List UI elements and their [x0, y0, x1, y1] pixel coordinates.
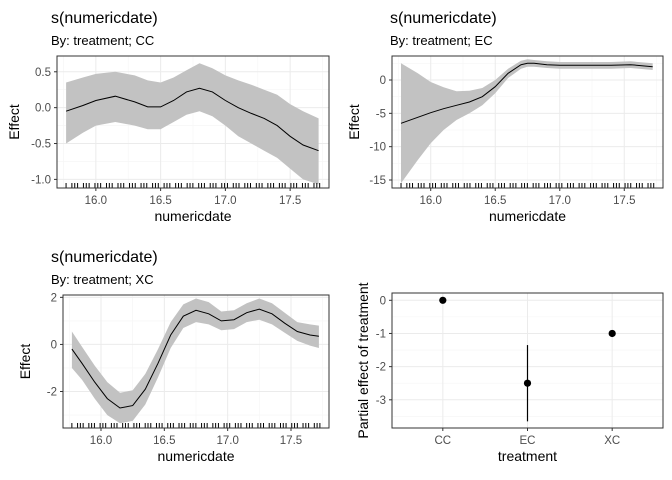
panel-3-x-tick-label: 17.0	[216, 435, 238, 447]
panel-2-y-tick-label: -15	[369, 175, 386, 187]
panel-3-y-tick-label: -2	[47, 387, 57, 399]
panel-4-y-tick-label: 0	[380, 295, 386, 307]
panel-1-y-tick-label: -0.5	[31, 139, 51, 151]
panel-2-y-tick-label: -10	[369, 142, 386, 154]
panel-1-x-tick-label: 16.5	[149, 195, 171, 207]
panel-1-confidence-band	[66, 63, 319, 185]
panel-3-confidence-band	[71, 298, 319, 424]
panel-2-x-tick-label: 17.0	[549, 195, 571, 207]
panel-4-point	[608, 329, 616, 338]
panel-2-x-tick-label: 17.5	[613, 195, 635, 207]
panel-4-y-axis-title: Partial effect of treatment	[355, 282, 371, 438]
panel-1-x-tick-label: 17.0	[214, 195, 236, 207]
panel-4-y-tick-label: -3	[376, 395, 386, 407]
panel-2-x-tick-label: 16.0	[420, 195, 442, 207]
panel-4-x-tick-label: XC	[604, 435, 620, 447]
panel-3-x-tick-label: 17.5	[280, 435, 302, 447]
panel-2-subtitle: By: treatment; EC	[390, 33, 493, 48]
panel-4-y-tick-label: -2	[376, 362, 386, 374]
panel-2-title: s(numericdate)	[390, 10, 497, 27]
panel-1-y-tick-label: 0.0	[35, 103, 51, 115]
panel-1-y-tick-label: 0.5	[35, 67, 51, 79]
panel-2-border	[391, 55, 664, 189]
panel-2-y-tick-label: 0	[380, 75, 386, 87]
panel-4-point	[439, 296, 447, 304]
panel-2-smooth-line	[400, 62, 653, 124]
panel-1-title: s(numericdate)	[51, 10, 158, 27]
panel-1-smooth-line	[65, 87, 319, 152]
panel-3-smooth-line	[71, 308, 319, 409]
panel-4-point	[523, 379, 532, 387]
panel-1-x-tick-label: 16.0	[85, 195, 107, 207]
panel-3-x-tick-label: 16.5	[153, 435, 175, 447]
panel-3-y-tick-label: 0	[51, 339, 57, 351]
panel-1-subtitle: By: treatment; CC	[51, 33, 154, 48]
panel-3-subtitle: By: treatment; XC	[51, 272, 154, 287]
panel-3-border	[62, 294, 330, 429]
panel-1-y-axis-title: Effect	[6, 104, 22, 140]
panel-4-x-axis-title: treatment	[498, 448, 557, 464]
panel-2-x-tick-label: 16.5	[484, 195, 506, 207]
panel-4-x-tick-label: CC	[435, 435, 452, 447]
panel-1-border	[56, 55, 330, 189]
panel-3-y-tick-label: 2	[51, 292, 57, 304]
panel-3-x-tick-label: 16.0	[90, 435, 112, 447]
panel-3-title: s(numericdate)	[51, 249, 158, 266]
panel-2-y-axis-title: Effect	[346, 104, 362, 140]
panel-1-x-tick-label: 17.5	[279, 195, 301, 207]
panel-2-x-axis-title: numericdate	[489, 208, 566, 224]
panel-1-y-tick-label: -1.0	[31, 174, 51, 186]
panel-1-x-axis-title: numericdate	[154, 208, 231, 224]
panel-2-confidence-band	[401, 59, 653, 184]
panel-3-x-axis-title: numericdate	[157, 448, 234, 464]
panel-4-y-tick-label: -1	[376, 328, 386, 340]
panel-3-y-axis-title: Effect	[17, 344, 33, 380]
panel-4-x-tick-label: EC	[520, 435, 536, 447]
panel-2-y-tick-label: -5	[376, 108, 386, 120]
